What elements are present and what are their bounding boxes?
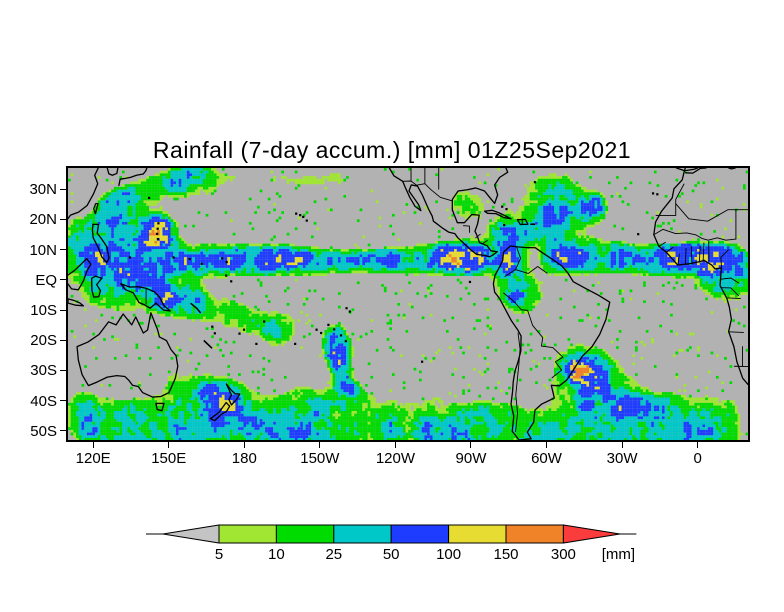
y-axis-label: EQ xyxy=(35,271,57,289)
y-axis-label: 10N xyxy=(29,241,57,259)
y-axis-label: 20S xyxy=(30,332,57,350)
colorbar-tick-label: 100 xyxy=(436,546,461,563)
colorbar-below-min-arrow xyxy=(162,524,220,544)
y-axis-label: 40S xyxy=(30,392,57,410)
colorbar-tick-label: 50 xyxy=(383,546,400,563)
colorbar: 5 10 25 50 100 150 300 [mm] xyxy=(146,524,637,563)
colorbar-segment xyxy=(505,524,564,544)
y-axis-label: 20N xyxy=(29,211,57,229)
x-axis-tick xyxy=(92,442,94,448)
x-axis-label: 60W xyxy=(531,450,562,467)
y-axis-label: 10S xyxy=(30,302,57,320)
colorbar-segment xyxy=(390,524,450,544)
colorbar-above-max-arrow xyxy=(562,524,621,544)
x-axis-label: 150W xyxy=(300,450,340,467)
y-axis-label: 50S xyxy=(30,422,57,440)
figure-title: Rainfall (7-day accum.) [mm] 01Z25Sep202… xyxy=(152,137,632,163)
colorbar-tick-label: 300 xyxy=(551,546,576,563)
x-axis-tick xyxy=(319,442,321,448)
x-axis-label: 150E xyxy=(151,450,187,467)
rainfall-map-canvas xyxy=(68,168,748,440)
y-axis-tick xyxy=(60,369,66,371)
x-axis-label: 180 xyxy=(231,450,257,467)
x-axis-tick xyxy=(168,442,170,448)
x-axis-tick xyxy=(621,442,623,448)
colorbar-segment xyxy=(333,524,392,544)
y-axis-tick xyxy=(60,339,66,341)
x-axis-label: 90W xyxy=(455,450,487,467)
y-axis-label: 30S xyxy=(30,362,57,380)
y-axis-label: 30N xyxy=(29,181,57,199)
x-axis-label: 120W xyxy=(375,450,415,467)
x-axis-label: 30W xyxy=(606,450,638,467)
colorbar-tick-label: 25 xyxy=(325,546,342,563)
x-axis-tick xyxy=(243,442,245,448)
y-axis-tick xyxy=(60,279,66,281)
colorbar-tick-label: 5 xyxy=(215,546,223,563)
y-axis-tick xyxy=(60,218,66,220)
colorbar-tick-label: 10 xyxy=(268,546,285,563)
map-frame xyxy=(66,166,750,442)
x-axis-label: 120E xyxy=(75,450,111,467)
x-axis-tick xyxy=(697,442,699,448)
y-axis-tick xyxy=(60,188,66,190)
x-axis-tick xyxy=(470,442,472,448)
colorbar-segment xyxy=(448,524,507,544)
y-axis-tick xyxy=(60,430,66,432)
x-axis-label: 0 xyxy=(693,450,702,467)
colorbar-units-label: [mm] xyxy=(602,546,635,563)
x-axis-tick xyxy=(394,442,396,448)
colorbar-tick-label: 150 xyxy=(493,546,518,563)
y-axis-tick xyxy=(60,249,66,251)
y-axis-tick xyxy=(60,309,66,311)
y-axis-tick xyxy=(60,400,66,402)
x-axis-tick xyxy=(546,442,548,448)
colorbar-segment xyxy=(275,524,335,544)
colorbar-segment xyxy=(218,524,277,544)
